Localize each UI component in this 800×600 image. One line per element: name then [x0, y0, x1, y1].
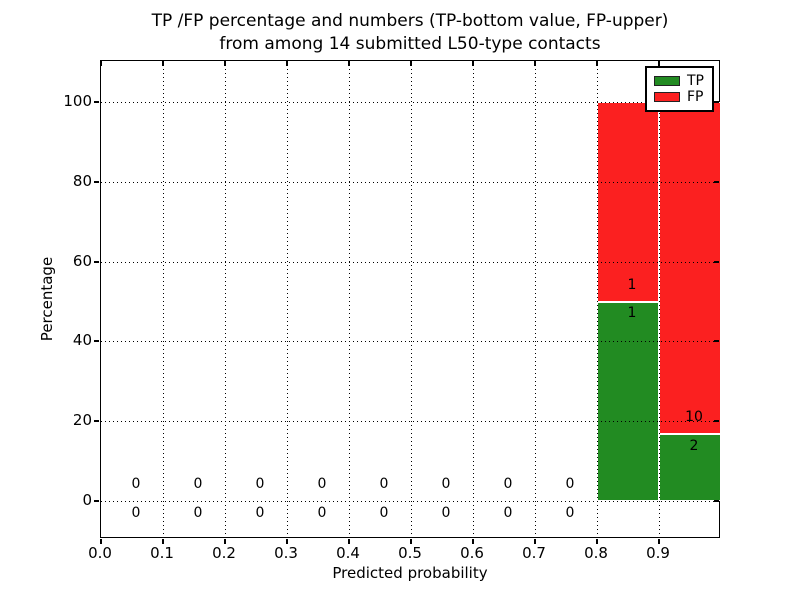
- x-tick-mark: [534, 539, 536, 544]
- y-tick-mark: [94, 180, 99, 183]
- y-tick-mark: [94, 500, 99, 502]
- x-tick-mark-top: [100, 61, 102, 66]
- x-tick-label: 0.0: [88, 544, 112, 562]
- gridline-horizontal: [101, 261, 718, 263]
- plot-area: [94, 60, 721, 544]
- x-tick-mark: [162, 539, 164, 544]
- x-tick-label: 0.7: [522, 544, 546, 562]
- x-tick-mark: [472, 539, 474, 544]
- x-tick-mark-top: [472, 61, 474, 66]
- y-tick-mark-right: [714, 180, 719, 183]
- x-tick-mark: [596, 539, 598, 544]
- x-tick-label: 0.6: [460, 544, 484, 562]
- gridline-vertical: [473, 61, 474, 536]
- gridline-vertical: [535, 61, 536, 536]
- legend: TP FP: [645, 66, 714, 112]
- y-tick-mark-right: [714, 500, 719, 502]
- x-tick-label: 0.5: [398, 544, 422, 562]
- y-tick-mark: [94, 260, 99, 263]
- x-tick-mark: [286, 539, 288, 544]
- gridline-horizontal: [101, 501, 718, 502]
- y-tick-mark-right: [714, 340, 719, 343]
- legend-label-tp: TP: [687, 73, 704, 89]
- y-tick-label: 20: [72, 411, 92, 430]
- gridline-vertical: [597, 61, 598, 536]
- gridline-horizontal: [101, 421, 718, 423]
- x-tick-mark-top: [410, 61, 412, 66]
- legend-swatch-fp: [654, 92, 680, 102]
- x-tick-mark-top: [596, 61, 598, 66]
- x-tick-mark: [100, 539, 102, 544]
- bar-fp-segment: [659, 102, 721, 435]
- x-tick-label: 0.3: [274, 544, 298, 562]
- y-tick-mark-right: [714, 260, 719, 263]
- gridline-vertical: [225, 61, 226, 536]
- legend-entry: FP: [654, 90, 705, 104]
- bar-tp-segment: [597, 301, 659, 501]
- y-tick-mark-right: [714, 420, 719, 423]
- y-tick-mark: [94, 101, 99, 103]
- y-tick-label: 40: [72, 331, 92, 350]
- y-tick-mark: [94, 420, 99, 423]
- chart-title-line2: from among 14 submitted L50-type contact…: [219, 34, 601, 54]
- x-tick-mark-top: [224, 61, 226, 66]
- y-tick-label: 0: [82, 491, 92, 509]
- gridline-horizontal: [101, 102, 718, 103]
- x-tick-label: 0.1: [150, 544, 174, 562]
- x-tick-mark-top: [162, 61, 164, 66]
- x-axis-label: Predicted probability: [332, 564, 488, 582]
- gridline-vertical: [349, 61, 350, 536]
- chart-title: TP /FP percentage and numbers (TP-bottom…: [100, 10, 720, 56]
- legend-swatch-tp: [654, 76, 680, 86]
- x-tick-mark-top: [286, 61, 288, 66]
- x-tick-label: 0.8: [584, 544, 608, 562]
- x-tick-mark: [224, 539, 226, 544]
- x-tick-label: 0.9: [646, 544, 670, 562]
- bar-tp-segment: [659, 434, 721, 501]
- gridline-horizontal: [101, 341, 718, 343]
- bar-fp-segment: [597, 102, 659, 302]
- y-tick-mark-right: [714, 101, 719, 103]
- x-tick-label: 0.4: [336, 544, 360, 562]
- legend-label-fp: FP: [687, 89, 704, 105]
- gridline-vertical: [163, 61, 164, 536]
- x-tick-mark-top: [348, 61, 350, 66]
- chart-title-line1: TP /FP percentage and numbers (TP-bottom…: [151, 11, 669, 31]
- gridline-horizontal: [101, 181, 718, 183]
- x-tick-mark: [348, 539, 350, 544]
- legend-entry: TP: [654, 74, 705, 88]
- y-tick-mark: [94, 340, 99, 343]
- x-tick-mark: [410, 539, 412, 544]
- x-tick-mark-top: [534, 61, 536, 66]
- y-tick-label: 100: [63, 92, 92, 110]
- x-tick-label: 0.2: [212, 544, 236, 562]
- x-tick-mark: [658, 539, 660, 544]
- y-tick-label: 60: [72, 251, 92, 270]
- gridline-vertical: [287, 61, 288, 536]
- gridline-vertical: [411, 61, 412, 536]
- gridline-vertical: [659, 61, 660, 536]
- y-tick-label: 80: [72, 171, 92, 190]
- x-tick-mark-top: [658, 61, 660, 66]
